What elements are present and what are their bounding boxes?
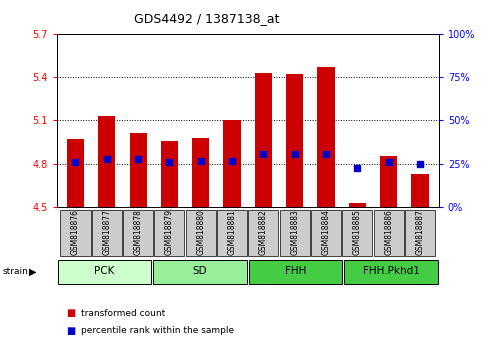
Text: GSM818878: GSM818878: [134, 209, 142, 255]
Bar: [411, 174, 428, 207]
Bar: [248, 210, 279, 256]
Bar: [58, 260, 151, 284]
Text: FHH.Pkhd1: FHH.Pkhd1: [362, 266, 420, 276]
Bar: [98, 116, 115, 207]
Text: ■: ■: [67, 326, 76, 336]
Point: [103, 156, 111, 162]
Text: GSM818881: GSM818881: [228, 209, 237, 255]
Text: PCK: PCK: [94, 266, 115, 276]
Point: [416, 161, 424, 167]
Bar: [123, 210, 153, 256]
Text: GSM818887: GSM818887: [416, 209, 424, 255]
Bar: [186, 210, 216, 256]
Bar: [344, 260, 438, 284]
Bar: [349, 203, 366, 207]
Text: FHH: FHH: [285, 266, 306, 276]
Point: [166, 159, 174, 165]
Bar: [311, 210, 341, 256]
Bar: [67, 139, 84, 207]
Bar: [61, 210, 91, 256]
Bar: [223, 120, 241, 207]
Text: GSM818884: GSM818884: [321, 209, 330, 255]
Text: ▶: ▶: [29, 267, 36, 277]
Point: [259, 151, 267, 156]
Text: GSM818880: GSM818880: [196, 209, 205, 255]
Bar: [217, 210, 247, 256]
Text: GSM818885: GSM818885: [353, 209, 362, 255]
Bar: [342, 210, 372, 256]
Bar: [161, 141, 178, 207]
Text: GSM818883: GSM818883: [290, 209, 299, 255]
Text: GSM818879: GSM818879: [165, 209, 174, 255]
Bar: [154, 210, 184, 256]
Text: GSM818886: GSM818886: [384, 209, 393, 255]
Bar: [374, 210, 404, 256]
Bar: [317, 67, 335, 207]
Bar: [405, 210, 435, 256]
Text: GSM818877: GSM818877: [103, 209, 111, 255]
Point: [353, 165, 361, 171]
Bar: [248, 260, 342, 284]
Point: [197, 158, 205, 164]
Bar: [130, 133, 147, 207]
Point: [385, 159, 392, 165]
Text: percentile rank within the sample: percentile rank within the sample: [81, 326, 235, 336]
Text: transformed count: transformed count: [81, 309, 166, 318]
Point: [291, 151, 299, 156]
Text: GSM818876: GSM818876: [71, 209, 80, 255]
Point: [322, 151, 330, 156]
Point: [71, 159, 79, 165]
Bar: [255, 73, 272, 207]
Text: ■: ■: [67, 308, 76, 318]
Text: GDS4492 / 1387138_at: GDS4492 / 1387138_at: [134, 12, 280, 25]
Text: strain: strain: [2, 267, 28, 276]
Bar: [153, 260, 247, 284]
Bar: [280, 210, 310, 256]
Bar: [286, 74, 303, 207]
Text: SD: SD: [193, 266, 207, 276]
Text: GSM818882: GSM818882: [259, 209, 268, 255]
Bar: [192, 138, 210, 207]
Bar: [92, 210, 122, 256]
Point: [134, 156, 142, 162]
Point: [228, 158, 236, 164]
Bar: [380, 156, 397, 207]
